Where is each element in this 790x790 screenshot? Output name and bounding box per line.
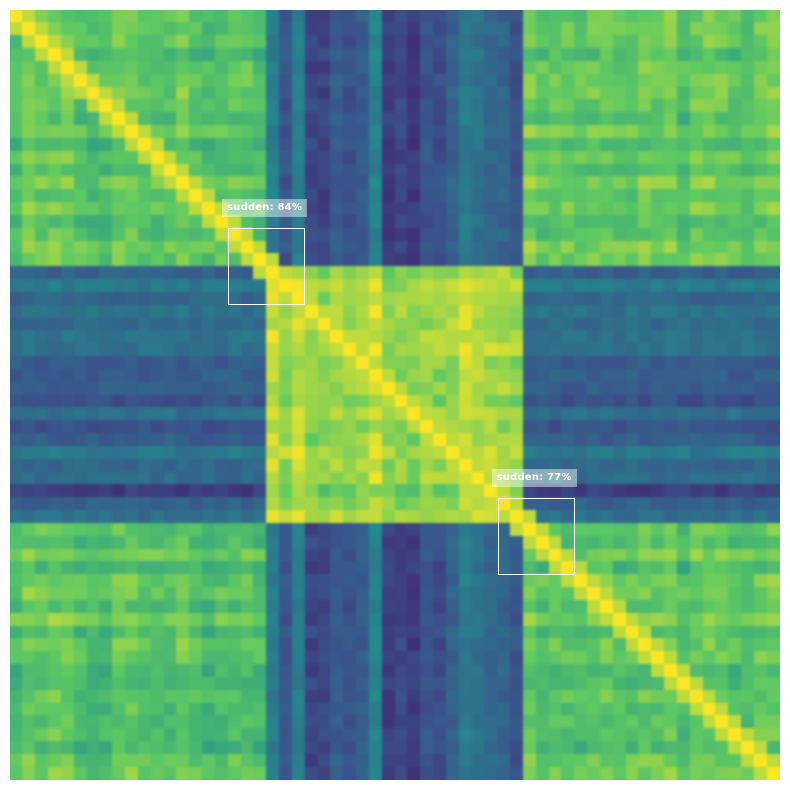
similarity-heatmap bbox=[10, 10, 780, 780]
detection-box bbox=[228, 228, 306, 306]
detection-label: sudden: 77% bbox=[491, 468, 577, 487]
detection-label: sudden: 84% bbox=[222, 199, 308, 218]
detection-box bbox=[497, 497, 575, 575]
